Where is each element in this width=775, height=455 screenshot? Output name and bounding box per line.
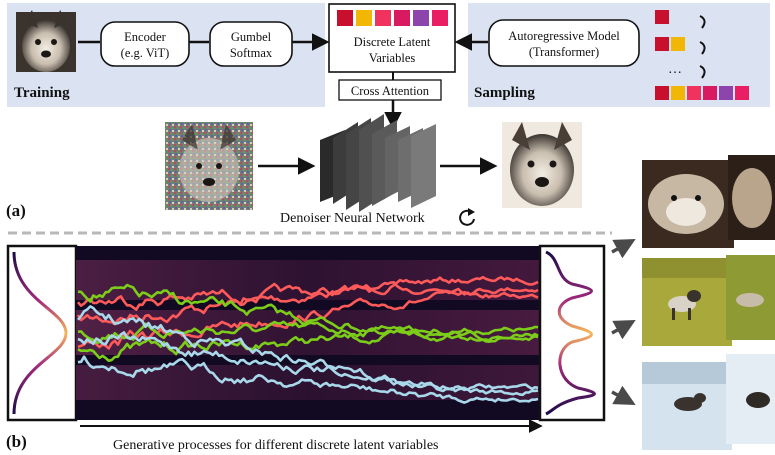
output-group-husky-on-grass [642, 255, 775, 346]
trajectory-path [77, 283, 539, 343]
output-arrow [611, 385, 636, 406]
dog-photo [16, 10, 76, 72]
latent-variables-box: Discrete Latent Variables [328, 3, 456, 73]
left-distribution [6, 244, 78, 422]
encoder-box: Encoder (e.g. ViT) [100, 21, 190, 67]
output-arrow [611, 238, 636, 259]
panel-b-label: (b) [6, 432, 27, 451]
latent-tokens [337, 10, 448, 26]
generative-processes-plot [76, 246, 540, 420]
trajectory-path [77, 331, 539, 391]
trajectory-path [76, 275, 539, 326]
latent-token [356, 10, 372, 26]
denoiser-network [320, 114, 436, 212]
output-group-dog-closeups [642, 155, 775, 248]
panel-a-label: (a) [6, 201, 26, 220]
loop-arrow-icon [699, 41, 706, 55]
trajectory-path [77, 329, 539, 363]
sequence-ellipsis: … [668, 62, 682, 77]
latent-token [375, 10, 391, 26]
latent-label-line1: Discrete Latent [354, 35, 431, 49]
denoiser-label: Denoiser Neural Network [280, 211, 425, 226]
latent-label-line2: Variables [369, 51, 416, 65]
sampling-panel: Autoregressive Model (Transformer) … Sam… [454, 3, 770, 107]
latent-token [394, 10, 410, 26]
ar-model-label-line1: Autoregressive Model [508, 29, 620, 43]
output-arrow [611, 319, 636, 340]
sampling-label: Sampling [474, 85, 535, 101]
cross-attention-box: Cross Attention [338, 79, 442, 101]
trajectory-path [77, 355, 539, 404]
loop-arrow-icon [699, 65, 706, 79]
cross-attention-label: Cross Attention [351, 84, 430, 98]
panel-b-caption: Generative processes for different discr… [113, 438, 438, 453]
training-panel: Encoder (e.g. ViT) Gumbel Softmax Traini… [7, 3, 330, 107]
trajectory-path [77, 320, 539, 344]
trajectories [76, 275, 539, 404]
denoised-dog-photo [502, 122, 582, 208]
autoregressive-model-box: Autoregressive Model (Transformer) [488, 19, 640, 67]
latent-token [432, 10, 448, 26]
autoregressive-token-sequence: … [655, 10, 749, 100]
gumbel-label-line1: Gumbel [231, 30, 272, 44]
encoder-label-line2: (e.g. ViT) [121, 46, 170, 60]
ar-model-label-line2: (Transformer) [529, 45, 599, 59]
output-group-husky-in-snow [642, 354, 775, 450]
latent-token [337, 10, 353, 26]
noisy-dog-photo [165, 122, 253, 210]
training-label: Training [14, 85, 70, 101]
latent-token [413, 10, 429, 26]
loop-arrow-icon [699, 15, 706, 29]
gumbel-label-line2: Softmax [230, 46, 273, 60]
encoder-label-line1: Encoder [124, 30, 166, 44]
right-distribution [538, 244, 606, 422]
refresh-icon [459, 208, 475, 226]
gumbel-softmax-box: Gumbel Softmax [209, 21, 293, 67]
